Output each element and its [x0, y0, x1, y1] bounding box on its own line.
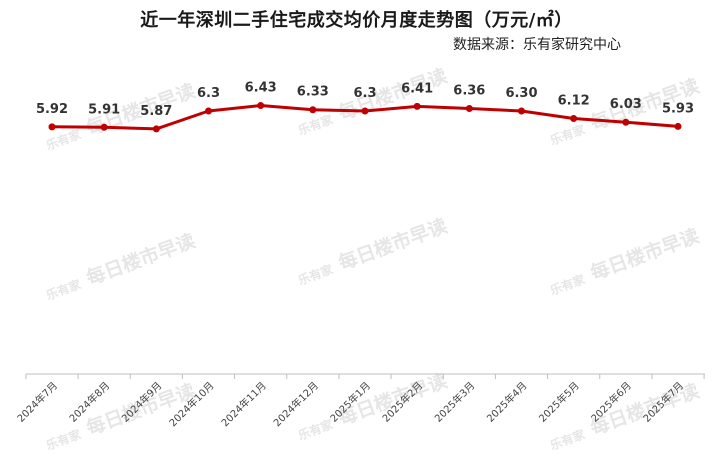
watermark-text: 每日楼市早读 — [83, 229, 198, 290]
data-points — [48, 102, 682, 133]
data-point — [622, 118, 630, 126]
data-label: 6.3 — [197, 86, 220, 101]
data-point — [465, 104, 473, 112]
watermark-brand: 乐有家 — [44, 126, 84, 153]
watermark-text: 每日楼市早读 — [335, 214, 450, 275]
data-label: 6.03 — [610, 97, 642, 112]
data-source: 数据来源：乐有家研究中心 — [453, 37, 621, 53]
watermark-brand: 乐有家 — [548, 426, 588, 453]
data-label: 6.33 — [297, 85, 329, 100]
data-point — [413, 102, 421, 110]
watermark-brand: 乐有家 — [296, 416, 336, 443]
data-label: 6.3 — [353, 86, 376, 101]
data-point — [152, 125, 160, 133]
data-label: 5.92 — [36, 102, 68, 117]
data-label: 6.12 — [558, 93, 590, 108]
chart-title: 近一年深圳二手住宅成交均价月度走势图（万元/㎡） — [140, 10, 573, 31]
x-tick-label: 2024年11月 — [218, 379, 268, 429]
data-labels: 5.92 5.91 5.87 6.3 6.43 6.33 6.3 6.41 6.36 6.30 6.… — [36, 81, 694, 119]
data-point — [674, 122, 682, 130]
data-point — [309, 106, 317, 114]
data-point — [100, 123, 108, 131]
data-label: 6.30 — [505, 86, 537, 101]
data-point — [205, 107, 212, 115]
watermark-brand: 乐有家 — [296, 261, 336, 288]
data-point — [257, 102, 265, 110]
watermark-text: 每日楼市早读 — [587, 224, 702, 285]
data-point — [361, 107, 369, 115]
data-point — [48, 123, 56, 131]
x-tick-label: 2024年12月 — [271, 379, 321, 429]
x-axis-ticks — [25, 374, 705, 379]
x-tick-label: 2025年5月 — [536, 379, 582, 425]
data-point — [570, 114, 578, 122]
data-label: 6.41 — [401, 81, 433, 96]
watermark-brand: 乐有家 — [548, 121, 588, 148]
watermark-brand: 乐有家 — [44, 426, 84, 453]
watermark-brand: 乐有家 — [44, 276, 84, 303]
data-label: 5.93 — [662, 101, 694, 116]
watermark-brand: 乐有家 — [296, 111, 336, 138]
data-label: 6.36 — [453, 83, 485, 98]
x-tick-label: 2024年7月 — [14, 379, 60, 425]
data-label: 5.91 — [88, 102, 120, 117]
x-tick-label: 2025年4月 — [484, 379, 530, 425]
data-point — [518, 107, 525, 115]
data-label: 6.43 — [245, 81, 277, 96]
watermark-brand: 乐有家 — [548, 271, 588, 298]
data-label: 5.87 — [140, 104, 172, 119]
